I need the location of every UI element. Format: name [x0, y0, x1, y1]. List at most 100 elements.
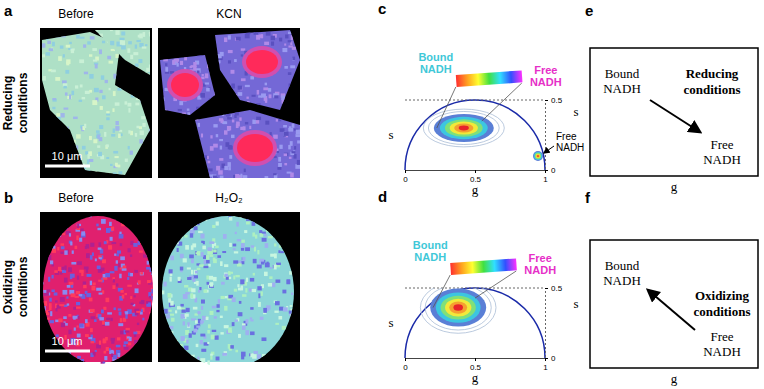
colorbar	[450, 258, 517, 275]
annotation: Bound	[418, 51, 453, 63]
texture	[116, 260, 118, 263]
texture	[111, 341, 114, 344]
annotation: NADH	[414, 251, 446, 263]
texture	[299, 329, 302, 332]
texture	[112, 108, 114, 112]
colorbar-link	[475, 271, 516, 298]
texture	[280, 128, 285, 132]
texture	[278, 157, 281, 162]
texture	[119, 232, 121, 235]
texture	[42, 117, 46, 121]
texture	[261, 262, 264, 265]
texture	[196, 344, 199, 347]
texture	[105, 145, 108, 149]
texture	[42, 256, 45, 258]
texture	[137, 166, 141, 169]
texture	[274, 243, 276, 246]
texture	[60, 113, 64, 118]
texture	[198, 311, 201, 314]
texture	[213, 144, 218, 148]
texture	[119, 274, 121, 279]
texture	[218, 170, 223, 174]
texture	[155, 359, 157, 362]
texture	[183, 321, 185, 325]
texture	[242, 325, 246, 330]
texture	[41, 293, 44, 297]
texture	[75, 168, 80, 172]
texture	[252, 95, 256, 97]
texture	[103, 307, 106, 310]
texture	[216, 221, 219, 225]
texture	[124, 70, 128, 74]
texture	[259, 29, 261, 32]
texture	[184, 346, 188, 350]
texture	[221, 109, 226, 113]
micrograph	[158, 28, 300, 178]
texture	[113, 151, 118, 154]
texture	[295, 83, 300, 87]
texture	[216, 357, 220, 361]
texture	[145, 218, 149, 220]
texture	[68, 314, 71, 317]
texture	[147, 334, 152, 337]
texture	[102, 47, 107, 50]
texture	[152, 56, 156, 58]
texture	[43, 235, 47, 238]
texture	[193, 307, 198, 310]
texture	[140, 352, 143, 355]
texture	[207, 247, 211, 251]
phasor-contour	[537, 155, 539, 157]
cell	[192, 108, 302, 182]
texture	[152, 352, 155, 356]
texture	[130, 131, 133, 135]
texture	[213, 175, 217, 179]
texture	[204, 290, 208, 293]
texture	[241, 48, 245, 50]
texture	[252, 354, 256, 359]
texture	[294, 264, 298, 268]
texture	[61, 323, 65, 327]
cell-body	[158, 50, 218, 120]
texture	[256, 103, 261, 106]
y-tick-label: 0.5	[551, 284, 563, 293]
texture	[170, 277, 172, 282]
texture	[189, 333, 192, 337]
x-tick-mark	[405, 170, 406, 173]
cell	[40, 28, 155, 181]
texture	[55, 33, 59, 38]
texture	[192, 116, 194, 120]
texture	[62, 133, 66, 137]
texture	[121, 45, 126, 49]
texture	[190, 293, 193, 298]
texture	[160, 111, 162, 115]
texture	[183, 258, 187, 262]
texture	[57, 247, 59, 250]
texture	[106, 347, 109, 351]
x-tick-mark	[405, 358, 406, 361]
texture	[210, 354, 213, 356]
texture	[178, 224, 180, 227]
texture	[288, 128, 293, 132]
texture	[113, 355, 117, 359]
texture	[87, 154, 89, 159]
texture	[45, 169, 47, 171]
texture	[150, 319, 153, 323]
texture	[241, 54, 243, 56]
texture	[77, 356, 81, 359]
texture	[142, 123, 145, 127]
texture	[173, 220, 176, 222]
texture	[46, 340, 50, 344]
texture	[139, 250, 143, 252]
texture	[203, 177, 206, 180]
texture	[146, 68, 150, 72]
texture	[128, 248, 131, 252]
texture	[144, 218, 148, 221]
texture	[230, 345, 234, 349]
texture	[109, 61, 114, 64]
texture	[73, 117, 78, 119]
texture	[90, 316, 95, 319]
texture	[113, 74, 117, 79]
texture	[110, 41, 114, 45]
texture	[271, 228, 275, 231]
state-label: NADH	[703, 152, 741, 167]
